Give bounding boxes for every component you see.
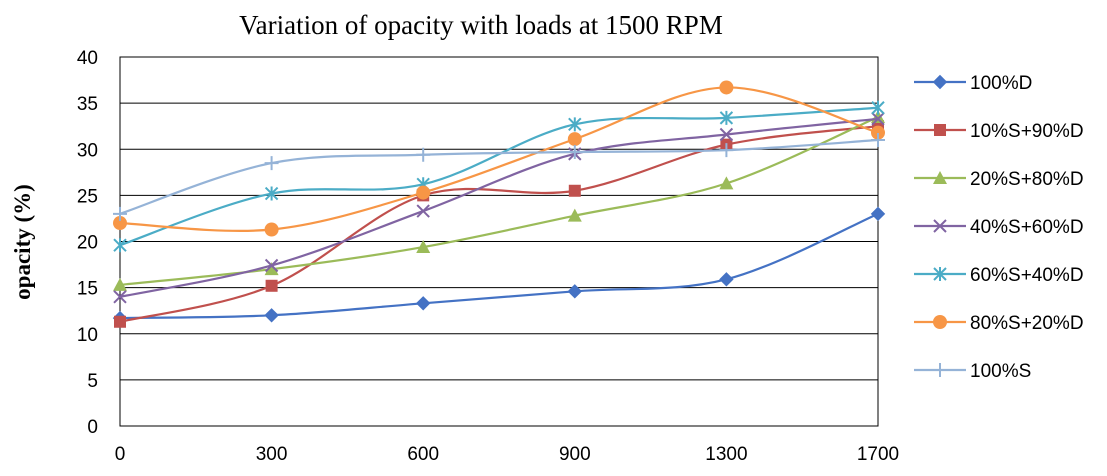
data-point: [113, 206, 127, 221]
legend-item: 100%D: [914, 73, 1032, 94]
legend-label: 20%S+80%D: [970, 169, 1084, 190]
data-point: [719, 176, 734, 190]
y-tick-label: 15: [77, 279, 98, 300]
x-tick-label: 300: [256, 444, 288, 465]
data-point: [719, 110, 734, 125]
legend-label: 80%S+20%D: [970, 313, 1084, 334]
series-3: [113, 112, 885, 304]
legend-label: 40%S+60%D: [970, 217, 1084, 238]
x-tick-label: 600: [407, 444, 439, 465]
data-point: [567, 284, 583, 299]
data-point: [416, 147, 431, 162]
data-point: [265, 279, 278, 292]
data-point: [416, 204, 430, 218]
legend-label: 60%S+40%D: [970, 265, 1084, 286]
data-point: [113, 277, 127, 291]
data-point: [870, 206, 886, 222]
data-point: [415, 296, 431, 311]
data-point: [416, 185, 431, 200]
y-tick-label: 20: [77, 233, 98, 254]
data-point: [264, 186, 279, 201]
series-line: [119, 138, 879, 215]
legend-item: 20%S+80%D: [914, 169, 1084, 190]
data-point: [113, 238, 127, 253]
legend-marker: [933, 363, 947, 377]
legend-label: 100%S: [970, 361, 1031, 382]
data-point: [113, 216, 127, 231]
data-point: [264, 156, 279, 171]
data-point: [567, 132, 582, 147]
data-point: [264, 308, 279, 323]
legend-item: 80%S+20%D: [914, 313, 1084, 334]
grid-lines: [119, 56, 879, 427]
data-point: [113, 290, 127, 304]
series-line: [119, 117, 879, 298]
data-point: [719, 127, 734, 142]
series-lines: [112, 80, 886, 328]
legend-item: 60%S+40%D: [914, 265, 1084, 286]
x-tick-label: 1300: [705, 444, 747, 465]
y-tick-label: 0: [87, 417, 98, 438]
series-line: [119, 86, 879, 232]
legend-item: 10%S+90%D: [914, 121, 1084, 142]
data-point: [416, 240, 431, 254]
x-tick-label: 900: [559, 444, 591, 465]
data-point: [264, 258, 279, 273]
data-point: [719, 272, 734, 287]
legend-marker: [933, 219, 947, 233]
data-point: [264, 262, 279, 276]
data-point: [114, 315, 126, 328]
y-tick-label: 40: [77, 48, 98, 69]
y-tick-label: 10: [77, 325, 98, 346]
series-4: [113, 100, 885, 253]
legend-marker: [934, 124, 946, 136]
y-tick-label: 25: [77, 186, 98, 207]
data-point: [871, 100, 885, 115]
series-5: [113, 80, 885, 237]
data-point: [568, 184, 581, 197]
legend-label: 100%D: [970, 73, 1032, 94]
x-tick-labels: 0 300 600 900 1300 1700: [115, 444, 899, 465]
legend-marker: [933, 171, 947, 184]
data-point: [567, 208, 582, 222]
x-tick-label: 0: [115, 444, 126, 465]
y-tick-label: 5: [87, 371, 98, 392]
data-point: [567, 145, 582, 160]
data-point: [719, 143, 734, 158]
y-tick-label: 35: [77, 94, 98, 115]
x-tick-label: 1700: [857, 444, 899, 465]
series-line: [119, 212, 879, 320]
y-tick-label: 30: [77, 140, 98, 161]
data-point: [871, 133, 885, 148]
legend-label: 10%S+90%D: [970, 121, 1084, 142]
series-line: [119, 106, 879, 247]
data-point: [871, 112, 885, 126]
legend-item: 40%S+60%D: [914, 217, 1084, 238]
legend: 100%D 10%S+90%D 20%S+80%D 40%S+60%D 60%S+40%…: [914, 73, 1084, 382]
chart-title: Variation of opacity with loads at 1500 …: [239, 10, 723, 40]
series-0: [112, 206, 886, 326]
series-line: [119, 125, 879, 323]
series-line: [119, 115, 879, 286]
legend-item: 100%S: [914, 361, 1031, 382]
legend-marker: [933, 315, 947, 329]
data-point: [264, 222, 279, 237]
y-tick-labels: 0 5 10 15 20 25 30 35 40: [77, 48, 98, 438]
data-point: [719, 80, 734, 95]
legend-marker: [932, 74, 948, 90]
y-axis-label: opacity (%): [10, 184, 35, 300]
data-point: [871, 125, 885, 140]
series-6: [113, 133, 885, 221]
data-point: [568, 117, 582, 132]
legend-marker: [933, 267, 947, 281]
